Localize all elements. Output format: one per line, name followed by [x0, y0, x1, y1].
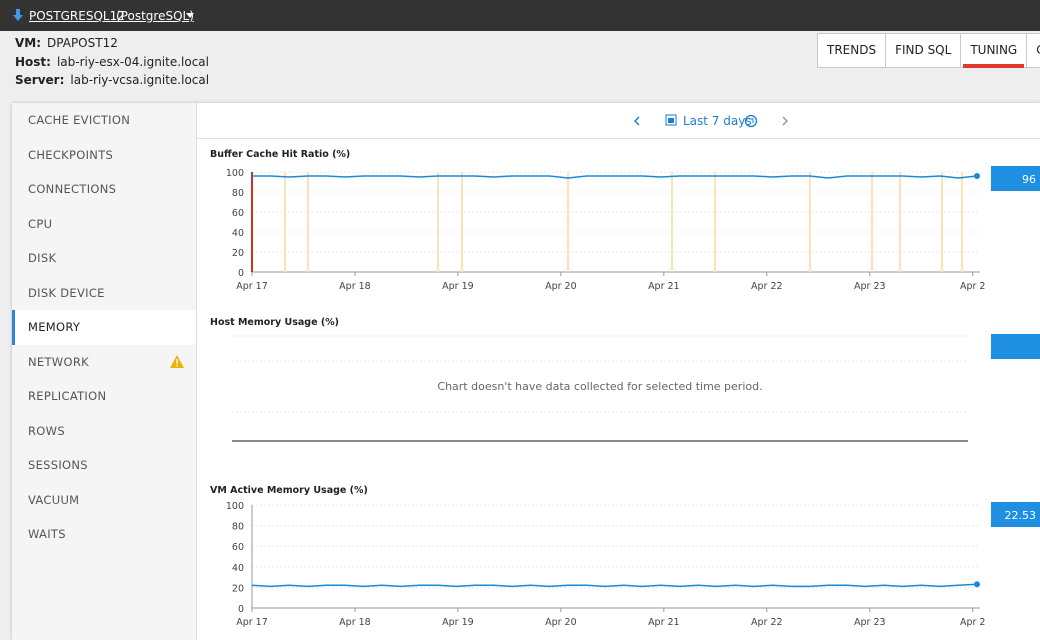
info-label: Server: [15, 73, 65, 87]
x-tick-label: Apr 23 [854, 617, 886, 628]
y-tick-label: 100 [226, 168, 244, 179]
y-tick-label: 0 [238, 604, 244, 615]
last-point [974, 581, 980, 588]
sidebar-label: WAITS [28, 527, 66, 541]
instance-link[interactable]: POSTGRESQL12 [29, 9, 125, 23]
chart-title: VM Active Memory Usage (%) [210, 485, 368, 496]
last-point [974, 173, 980, 179]
sidebar-item[interactable]: DISK [12, 241, 196, 276]
current-value: 22.53 [1005, 509, 1037, 522]
series-line [251, 583, 978, 588]
tab[interactable]: TUNING [960, 33, 1028, 68]
y-tick-label: 100 [226, 501, 244, 512]
info-value: DPAPOST12 [47, 36, 118, 50]
y-tick-label: 20 [232, 248, 244, 259]
sidebar-item[interactable]: REPLICATION [12, 379, 196, 414]
sidebar-label: DISK DEVICE [28, 285, 105, 300]
next-button[interactable] [781, 116, 789, 126]
sidebar-item[interactable]: MEMORY [12, 310, 196, 345]
sidebar-item[interactable]: CACHE EVICTION [12, 103, 196, 138]
current-value-box [991, 502, 1040, 527]
current-value: 96 [1022, 173, 1036, 186]
warning-icon [170, 354, 184, 368]
sidebar-item[interactable]: WAITS [12, 517, 196, 552]
x-tick-label: Apr 17 [236, 281, 268, 292]
sidebar-item[interactable]: VACUUM [12, 483, 196, 518]
top-bar: POSTGRESQL12 (PostgreSQL) [0, 0, 1040, 31]
down-arrow-icon [13, 9, 23, 21]
sidebar-item[interactable]: CHECKPOINTS [12, 138, 196, 173]
sidebar-item[interactable]: DISK DEVICE [12, 276, 196, 311]
sidebar-item[interactable]: SESSIONS [12, 448, 196, 483]
refresh-icon[interactable] [744, 114, 758, 128]
sidebar-label: DISK [28, 251, 57, 265]
instance-info: VM: DPAPOST12 Host: lab-riy-esx-04.ignite.l… [15, 34, 209, 90]
range-label[interactable]: Last 7 days [683, 114, 752, 128]
sidebar-label: SESSIONS [28, 458, 88, 472]
sidebar-label: ROWS [28, 423, 65, 438]
tab[interactable]: FIND SQL [885, 33, 962, 68]
x-tick-label: Apr 20 [545, 281, 577, 292]
x-tick-label: Apr 20 [545, 617, 577, 628]
sidebar: CACHE EVICTION CHECKPOINTS CONNECTIONS CPU D… [12, 103, 197, 640]
info-label: VM: [15, 36, 42, 50]
sidebar-item[interactable]: ROWS [12, 414, 196, 449]
series-line [252, 175, 978, 179]
current-value-box [991, 166, 1040, 191]
sidebar-label: REPLICATION [28, 389, 107, 403]
sidebar-label: NETWORK [28, 354, 89, 369]
current-value-box [991, 334, 1040, 359]
y-tick-label: 40 [232, 228, 244, 239]
info-row: Server: lab-riy-vcsa.ignite.local [15, 71, 209, 90]
x-tick-label: Apr 17 [236, 617, 268, 628]
chart-title: Host Memory Usage (%) [210, 317, 339, 328]
sidebar-label: CACHE EVICTION [28, 113, 131, 127]
empty-message: Chart doesn't have data collected for se… [437, 380, 762, 393]
sidebar-label: MEMORY [28, 320, 81, 334]
calendar-icon[interactable] [665, 114, 677, 126]
y-tick-label: 80 [232, 522, 244, 533]
y-tick-label: 60 [232, 208, 244, 219]
info-row: VM: DPAPOST12 [15, 34, 209, 53]
y-tick-label: 20 [232, 583, 244, 594]
info-value: lab-riy-vcsa.ignite.local [70, 73, 210, 87]
x-tick-label: Apr 18 [339, 617, 371, 628]
chart-title: Buffer Cache Hit Ratio (%) [210, 149, 350, 160]
sidebar-item[interactable]: CONNECTIONS [12, 172, 196, 207]
prev-button[interactable] [633, 116, 641, 126]
time-nav: Last 7 days [197, 103, 1040, 139]
x-tick-label: Apr 23 [854, 281, 886, 292]
sidebar-item[interactable]: CPU [12, 207, 196, 242]
y-tick-label: 80 [232, 188, 244, 199]
sidebar-label: VACUUM [28, 492, 80, 507]
x-tick-label: Apr 2 [960, 281, 986, 292]
info-row: Host: lab-riy-esx-04.ignite.local [15, 53, 209, 72]
sidebar-label: CHECKPOINTS [28, 147, 114, 162]
x-tick-label: Apr 21 [648, 617, 680, 628]
x-tick-label: Apr 22 [751, 617, 783, 628]
x-tick-label: Apr 19 [442, 617, 474, 628]
info-value: lab-riy-esx-04.ignite.local [56, 54, 209, 69]
message-bg [430, 372, 770, 400]
info-label: Host: [15, 54, 51, 69]
x-tick-label: Apr 21 [648, 281, 680, 292]
dropdown-caret[interactable] [186, 13, 194, 18]
y-tick-label: 60 [232, 542, 244, 553]
sidebar-label: CONNECTIONS [28, 182, 117, 196]
y-tick-label: 40 [232, 563, 244, 574]
sidebar-label: CPU [28, 216, 53, 231]
sidebar-item[interactable]: NETWORK [12, 345, 196, 380]
y-tick-label: 0 [238, 268, 244, 279]
x-tick-label: Apr 2 [960, 617, 986, 628]
db-type-link[interactable]: (PostgreSQL) [116, 9, 194, 23]
tab[interactable]: CUR [1026, 33, 1040, 68]
x-tick-label: Apr 19 [442, 281, 474, 292]
x-tick-label: Apr 22 [751, 281, 783, 292]
x-tick-label: Apr 18 [339, 281, 371, 292]
